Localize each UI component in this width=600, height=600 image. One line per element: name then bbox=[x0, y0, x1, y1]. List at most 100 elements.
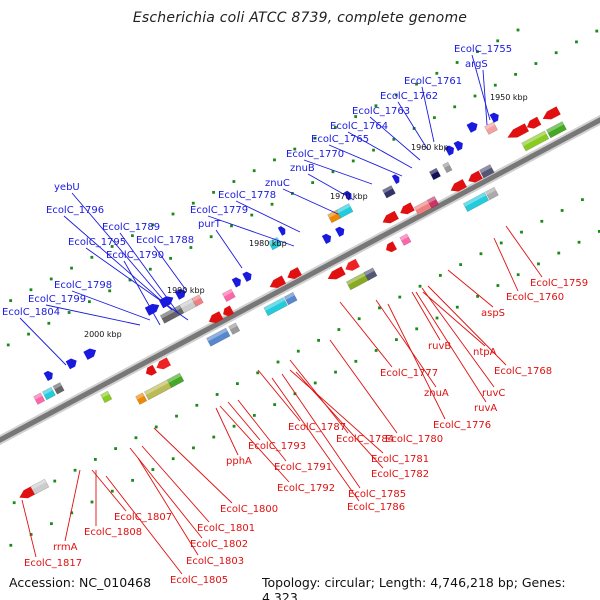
leader-line bbox=[289, 359, 349, 434]
scale-dot bbox=[540, 219, 544, 223]
scale-dot bbox=[395, 338, 398, 342]
scale-dot bbox=[236, 382, 239, 386]
gene-label[interactable]: ruvC bbox=[482, 388, 505, 399]
gene-arrow-reverse bbox=[542, 106, 561, 120]
gene-label[interactable]: EcolC_1791 bbox=[274, 462, 332, 473]
gene-label[interactable]: EcolC_1817 bbox=[24, 558, 82, 569]
gene-arrow-reverse bbox=[400, 202, 415, 215]
scale-dot bbox=[12, 501, 16, 505]
gene-label[interactable]: rrmA bbox=[53, 542, 78, 553]
scale-dot bbox=[554, 51, 558, 55]
gene-block bbox=[336, 203, 354, 219]
gene-label[interactable]: EcolC_1763 bbox=[352, 106, 410, 117]
gene-label[interactable]: EcolC_1764 bbox=[330, 121, 388, 132]
gene-label[interactable]: EcolC_1768 bbox=[494, 366, 552, 377]
gene-arrow-reverse bbox=[386, 241, 397, 253]
gene-label[interactable]: EcolC_1778 bbox=[218, 190, 276, 201]
gene-label[interactable]: EcolC_1785 bbox=[348, 489, 406, 500]
leader-line bbox=[307, 173, 355, 201]
scale-tick-label: 1950 kbp bbox=[490, 93, 528, 102]
scale-dots bbox=[6, 28, 600, 547]
gene-label[interactable]: EcolC_1801 bbox=[197, 523, 255, 534]
gene-arrow-forward bbox=[231, 277, 241, 288]
gene-label[interactable]: ruvA bbox=[474, 403, 497, 414]
leader-line bbox=[129, 447, 203, 539]
gene-label[interactable]: EcolC_1787 bbox=[288, 422, 346, 433]
gene-label[interactable]: EcolC_1795 bbox=[68, 237, 126, 248]
gene-label[interactable]: EcolC_1781 bbox=[371, 454, 429, 465]
gene-label[interactable]: EcolC_1782 bbox=[371, 469, 429, 480]
gene-label[interactable]: EcolC_1793 bbox=[248, 441, 306, 452]
gene-label[interactable]: EcolC_1789 bbox=[102, 222, 160, 233]
scale-dot bbox=[394, 93, 398, 97]
leader-line bbox=[303, 159, 373, 185]
gene-label[interactable]: znuB bbox=[290, 163, 315, 174]
gene-label[interactable]: EcolC_1777 bbox=[380, 368, 438, 379]
leader-line bbox=[63, 215, 173, 311]
gene-label[interactable]: yebU bbox=[54, 182, 80, 193]
leader-line bbox=[123, 260, 161, 326]
gene-label[interactable]: EcolC_1780 bbox=[385, 434, 443, 445]
gene-arrow-forward bbox=[242, 271, 252, 282]
gene-label[interactable]: EcolC_1786 bbox=[347, 502, 405, 513]
gene-label[interactable]: EcolC_1798 bbox=[54, 280, 112, 291]
gene-label[interactable]: EcolC_1788 bbox=[136, 235, 194, 246]
gene-label[interactable]: EcolC_1802 bbox=[190, 539, 248, 550]
gene-label[interactable]: EcolC_1776 bbox=[433, 420, 491, 431]
scale-dot bbox=[459, 263, 463, 266]
gene-label[interactable]: EcolC_1762 bbox=[380, 91, 438, 102]
scale-dot bbox=[232, 424, 236, 428]
gene-arrow-forward bbox=[444, 145, 454, 156]
scale-dot bbox=[479, 252, 483, 256]
gene-label[interactable]: EcolC_1784 bbox=[336, 434, 394, 445]
gene-block bbox=[179, 298, 197, 314]
gene-label[interactable]: EcolC_1779 bbox=[190, 205, 248, 216]
gene-label[interactable]: EcolC_1808 bbox=[84, 527, 142, 538]
gene-label[interactable]: pphA bbox=[226, 456, 252, 467]
scale-dot bbox=[273, 158, 276, 162]
scale-dot bbox=[67, 311, 71, 314]
gene-label[interactable]: EcolC_1799 bbox=[28, 294, 86, 305]
leader-line bbox=[375, 299, 437, 388]
gene-label[interactable]: EcolC_1759 bbox=[530, 278, 588, 289]
gene-label[interactable]: EcolC_1807 bbox=[114, 512, 172, 523]
scale-tick-label: 2000 kbp bbox=[84, 330, 122, 339]
scale-dot bbox=[191, 201, 195, 205]
gene-label[interactable]: EcolC_1796 bbox=[46, 205, 104, 216]
scale-dot bbox=[499, 241, 503, 245]
gene-label[interactable]: EcolC_1803 bbox=[186, 556, 244, 567]
gene-label[interactable]: EcolC_1804 bbox=[2, 307, 60, 318]
gene-label[interactable]: EcolC_1800 bbox=[220, 504, 278, 515]
gene-label[interactable]: EcolC_1765 bbox=[311, 134, 369, 145]
scale-dot bbox=[114, 447, 118, 450]
scale-dot bbox=[70, 511, 74, 515]
gene-label[interactable]: EcolC_1805 bbox=[170, 575, 228, 586]
gene-label[interactable]: znuA bbox=[424, 388, 449, 399]
gene-label[interactable]: purT bbox=[198, 219, 222, 230]
gene-label[interactable]: EcolC_1790 bbox=[106, 250, 164, 261]
scale-dot bbox=[192, 446, 195, 450]
gene-label[interactable]: EcolC_1761 bbox=[404, 76, 462, 87]
gene-label[interactable]: argS bbox=[465, 59, 488, 70]
scale-dot bbox=[455, 305, 459, 309]
scale-dot bbox=[209, 235, 213, 239]
gene-label[interactable]: ruvB bbox=[428, 341, 451, 352]
scale-dot bbox=[29, 288, 33, 292]
scale-dot bbox=[334, 370, 337, 374]
scale-dot bbox=[418, 284, 422, 288]
gene-label[interactable]: aspS bbox=[481, 308, 505, 319]
leader-line bbox=[369, 116, 421, 161]
scale-tick-label: 1980 kbp bbox=[249, 239, 287, 248]
gene-label[interactable]: EcolC_1770 bbox=[286, 149, 344, 160]
scale-dot bbox=[29, 533, 33, 536]
scale-dot bbox=[597, 230, 600, 233]
gene-label[interactable]: EcolC_1755 bbox=[454, 44, 512, 55]
gene-label[interactable]: znuC bbox=[265, 178, 290, 189]
gene-label[interactable]: ntpA bbox=[473, 347, 497, 358]
label-leader-lines bbox=[19, 54, 543, 575]
gene-label[interactable]: EcolC_1792 bbox=[277, 483, 335, 494]
scale-dot bbox=[453, 105, 457, 109]
scale-dot bbox=[151, 468, 155, 471]
scale-dot bbox=[317, 338, 320, 342]
gene-label[interactable]: EcolC_1760 bbox=[506, 292, 564, 303]
